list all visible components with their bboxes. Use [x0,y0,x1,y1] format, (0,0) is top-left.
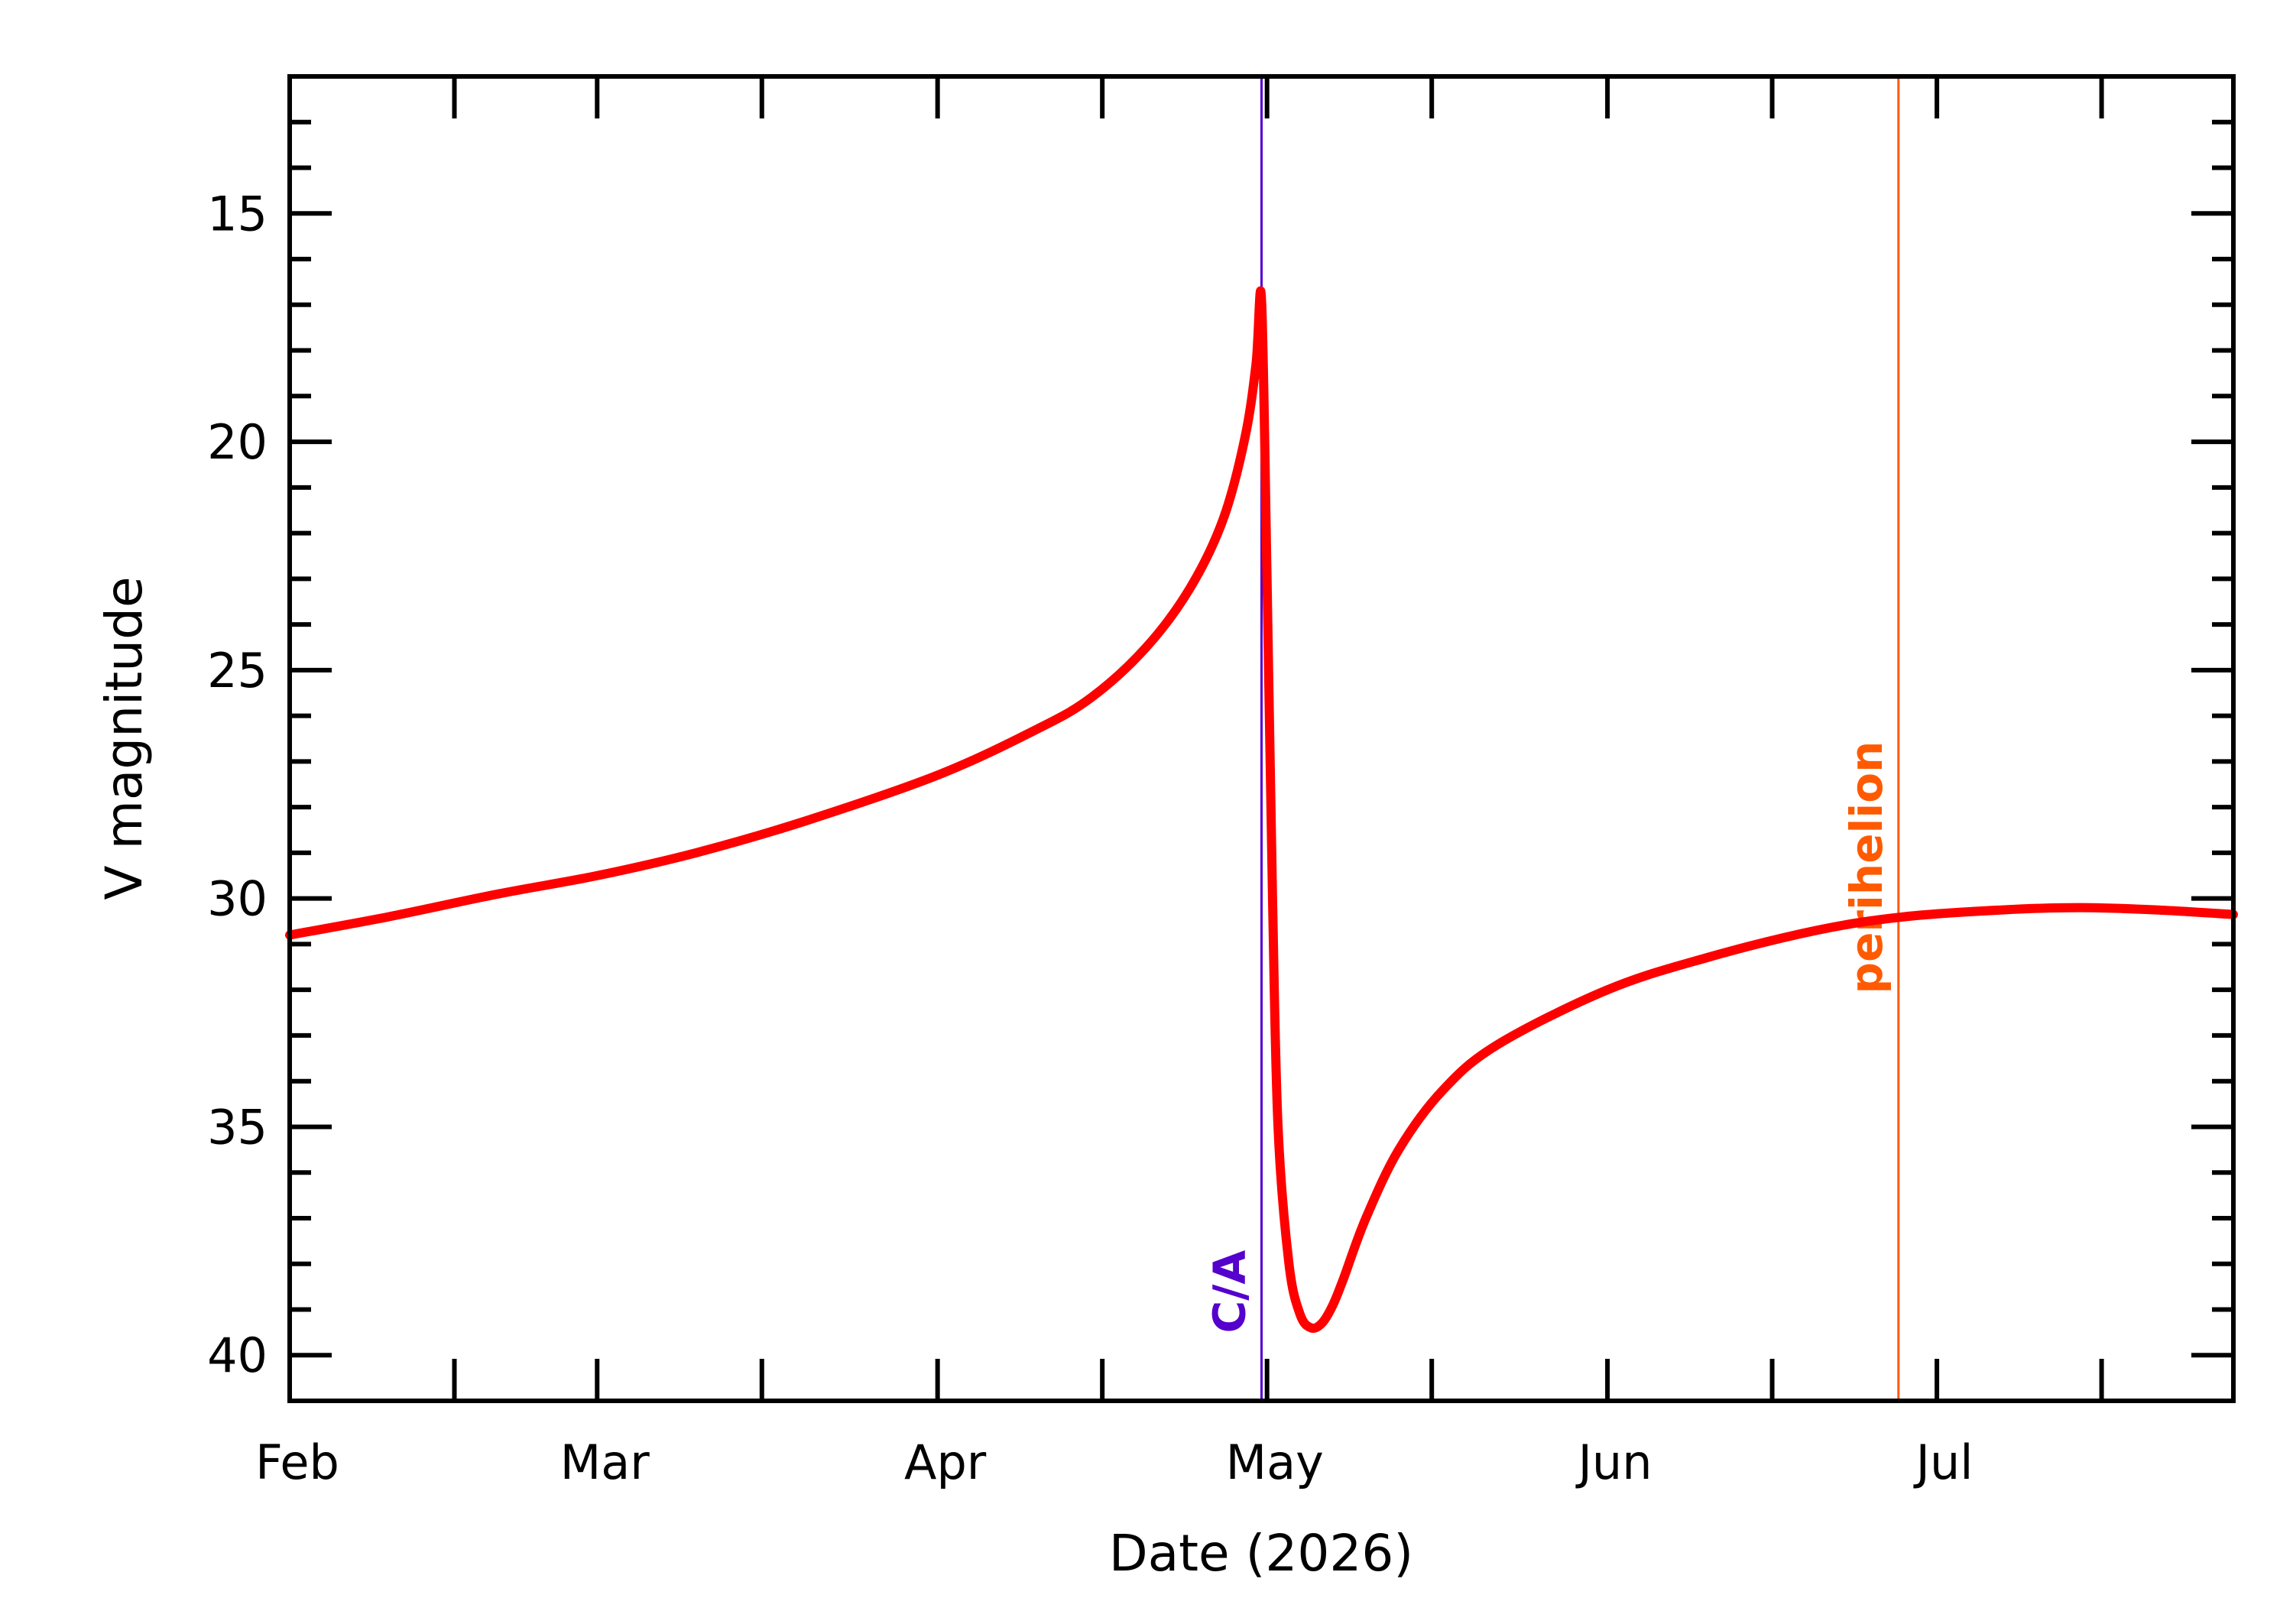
x-tick-label: Feb [255,1434,339,1490]
x-tick-label: May [1226,1434,1324,1490]
y-tick-label: 25 [207,643,268,699]
y-tick-label: 20 [207,414,268,470]
axis-tick-labels: Feb Mar Apr May Jun Jul 15 20 25 30 35 40 [207,186,1973,1490]
x-tick-label: Jun [1575,1434,1652,1490]
x-axis-title: Date (2026) [1109,1524,1413,1583]
y-tick-label: 40 [207,1327,268,1383]
marker-label-1: perihelion [1841,741,1892,994]
y-tick-label: 15 [207,186,268,241]
plot-frame [287,74,2236,1403]
x-tick-label: Jul [1913,1434,1974,1490]
x-tick-label: Apr [904,1434,987,1490]
y-axis-title: V magnitude [95,576,154,900]
y-tick-label: 30 [207,871,268,927]
series-layer [285,286,2238,1334]
marker-label-0: C/A [1204,1250,1256,1334]
y-tick-label: 35 [207,1099,268,1155]
x-tick-label: Mar [560,1434,650,1490]
series-line-0 [285,286,2238,1334]
